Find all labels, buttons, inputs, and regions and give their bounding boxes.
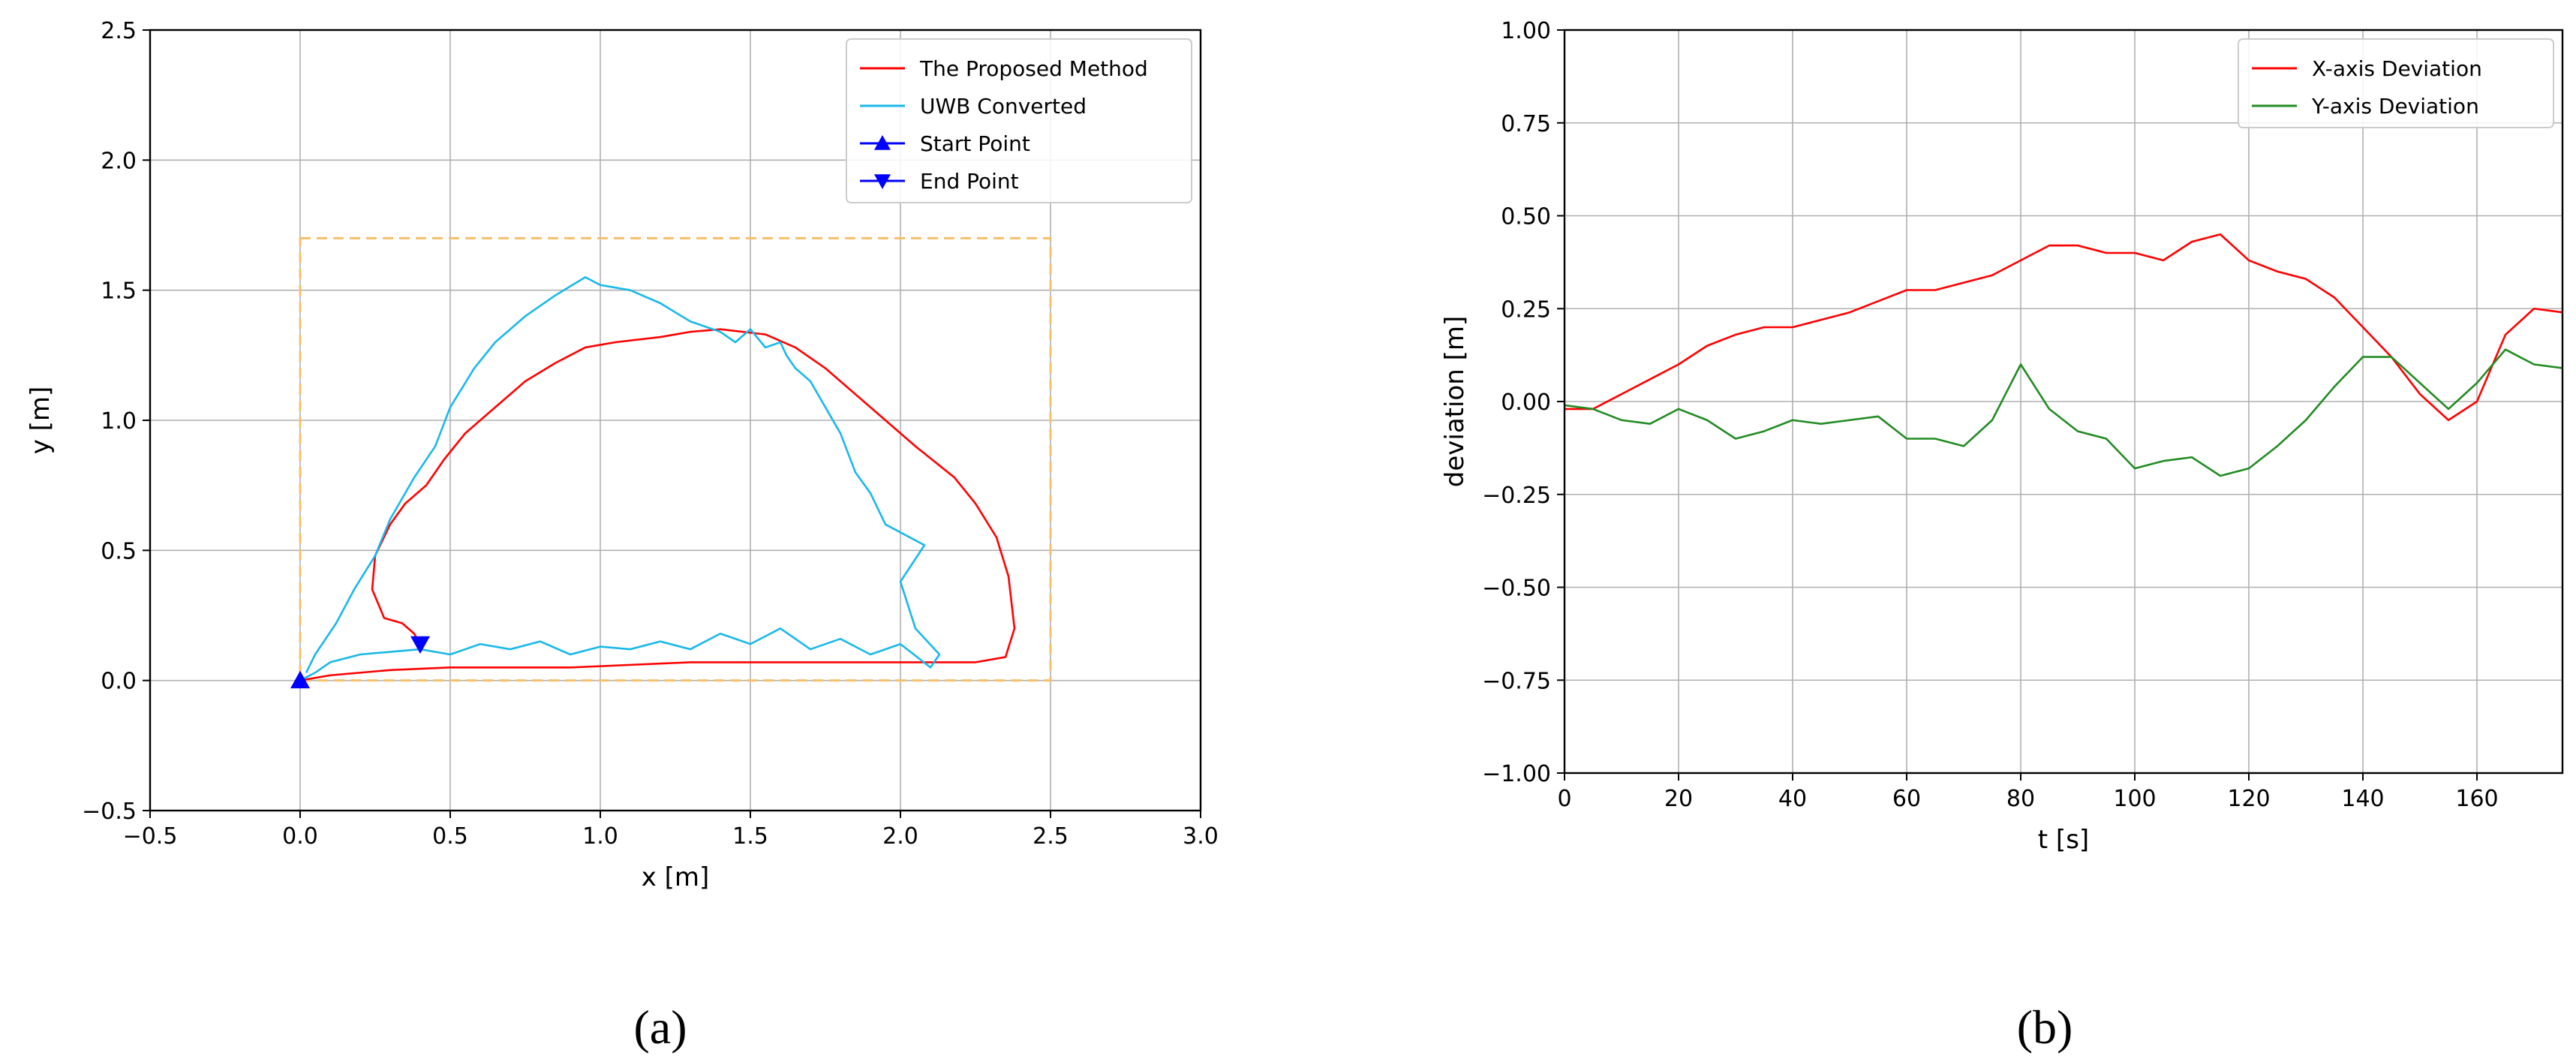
uwb-converted-line: [299, 276, 941, 681]
legend-label: Start Point: [920, 131, 1030, 156]
x-axis-label: x [m]: [642, 862, 710, 892]
x-tick-label: 80: [2006, 786, 2035, 812]
y-tick-label: 0.50: [1501, 204, 1551, 230]
y-tick-label: 0.75: [1501, 111, 1551, 137]
legend-box: [846, 38, 1192, 203]
y-tick-label: 1.5: [101, 278, 137, 305]
y-tick-label: −1.00: [1482, 761, 1551, 787]
x-tick-label: 1.5: [732, 823, 768, 850]
y-tick-label: 0.25: [1501, 296, 1551, 323]
panel-label: (b): [2017, 1000, 2073, 1054]
y-tick-label: −0.50: [1482, 576, 1551, 602]
y-tick-label: 0.00: [1501, 390, 1551, 416]
x-tick-label: 2.0: [882, 823, 918, 850]
y-tick-label: 0.0: [101, 669, 137, 695]
x-tick-label: −0.5: [123, 823, 178, 850]
y-tick-label: 2.5: [101, 18, 137, 44]
x-tick-label: 160: [2455, 786, 2498, 812]
reference-rectangle: [299, 236, 1052, 682]
x-tick-label: 1.0: [582, 823, 618, 850]
start-point-marker: [290, 670, 310, 689]
x-tick-label: 0.5: [432, 823, 468, 850]
end-point-marker: [410, 636, 430, 654]
y-tick-label: 1.0: [101, 408, 137, 435]
x-tick-label: 60: [1892, 786, 1921, 812]
legend-label: End Point: [920, 169, 1019, 194]
x-axis-label: t [s]: [2038, 825, 2089, 855]
y-tick-label: −0.75: [1482, 668, 1551, 694]
y-tick-label: 2.0: [101, 148, 137, 174]
y-tick-label: −0.25: [1482, 483, 1551, 509]
legend-label: Y-axis Deviation: [2311, 94, 2479, 119]
x-tick-label: 20: [1664, 786, 1693, 812]
legend-label: UWB Converted: [920, 94, 1087, 119]
legend-marker-start-point: [874, 135, 891, 150]
y-axis-label: deviation [m]: [1440, 316, 1470, 488]
y-tick-label: 0.5: [101, 538, 137, 564]
legend-box: [2238, 38, 2554, 128]
the-proposed-method-line: [299, 328, 1016, 681]
panel-b-deviation-plot: 0 20 40 60 80 100 120 140 160 −1.00 −0.75 −0.50 −0.2…: [1440, 18, 2564, 1054]
x-tick-label: 3.0: [1183, 823, 1219, 850]
x-tick-label: 2.5: [1033, 823, 1069, 850]
y-tick-label: −0.5: [82, 799, 137, 825]
legend-label: The Proposed Method: [919, 56, 1148, 81]
panel-label: (a): [633, 1000, 687, 1054]
legend-marker-end-point: [874, 174, 891, 189]
y-axis-label: y [m]: [26, 387, 56, 455]
x-axis-deviation-line: [1565, 233, 2562, 422]
x-tick-label: 120: [2227, 786, 2270, 812]
x-tick-label: 0.0: [282, 823, 318, 850]
data-layer: [1565, 233, 2562, 477]
legend-label: X-axis Deviation: [2312, 56, 2482, 81]
x-tick-label: 140: [2341, 786, 2384, 812]
y-axis-deviation-line: [1565, 348, 2562, 477]
panel-a-trajectory-plot: −0.5 0.0 0.5 1.0 1.5 2.0 2.5 3.0 −0.5 0.0 0.5 1.0 1.…: [26, 18, 1219, 1054]
y-tick-label: 1.00: [1501, 18, 1551, 44]
x-tick-label: 0: [1557, 786, 1571, 812]
x-tick-label: 100: [2113, 786, 2156, 812]
data-layer: [290, 276, 1016, 689]
x-tick-label: 40: [1778, 786, 1807, 812]
